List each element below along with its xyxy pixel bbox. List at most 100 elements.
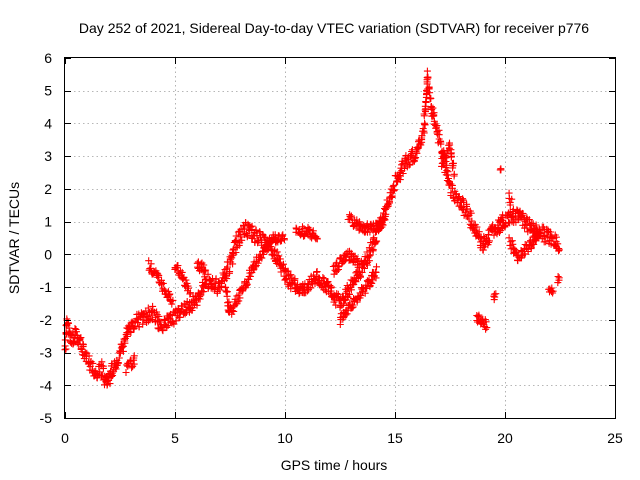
data-point (416, 140, 424, 148)
data-point (243, 280, 251, 288)
x-tick-label: 25 (607, 430, 623, 446)
data-point (492, 290, 500, 298)
plot-frame (64, 57, 616, 419)
data-point (89, 366, 96, 374)
data-point (254, 259, 262, 267)
data-point (166, 296, 174, 304)
data-point (482, 318, 490, 326)
data-point (155, 312, 163, 320)
data-point (445, 175, 452, 182)
x-tick-label: 15 (387, 430, 403, 446)
data-point (185, 284, 192, 292)
data-point (424, 73, 432, 81)
data-point (280, 235, 288, 242)
data-point (224, 263, 231, 271)
data-point (446, 139, 453, 147)
data-point (169, 296, 177, 304)
data-point (271, 231, 279, 239)
data-point (549, 287, 557, 295)
data-point (226, 268, 234, 276)
data-point (186, 290, 194, 298)
data-point (346, 213, 354, 221)
data-point (69, 337, 77, 345)
y-tick-label: -4 (40, 377, 53, 393)
data-point (109, 372, 117, 379)
data-point (254, 237, 262, 245)
data-point (186, 289, 194, 297)
data-point (491, 293, 499, 301)
x-tick-labels: 0 5 10 15 20 25 (61, 430, 623, 446)
data-point (395, 172, 403, 180)
data-point (296, 231, 304, 239)
data-point (389, 183, 397, 191)
data-point (412, 154, 420, 161)
data-point (555, 274, 563, 282)
data-point (368, 245, 376, 253)
data-point (252, 226, 260, 234)
data-point (530, 241, 538, 248)
data-point (529, 220, 537, 228)
data-point (422, 98, 430, 106)
data-point (72, 326, 80, 333)
y-tick-label: -5 (40, 410, 53, 426)
data-point (122, 369, 130, 376)
y-tick-label: -3 (40, 345, 53, 361)
data-point (497, 166, 505, 174)
data-point (363, 277, 371, 285)
data-point (396, 176, 404, 184)
data-point (391, 186, 398, 194)
data-point (468, 217, 476, 225)
data-point (154, 270, 162, 278)
data-point (204, 270, 212, 278)
data-point (535, 229, 543, 236)
data-point (380, 216, 388, 224)
data-point (494, 221, 502, 229)
data-point (153, 311, 161, 319)
data-point (130, 360, 138, 368)
data-point (333, 266, 341, 274)
data-point (499, 211, 507, 219)
data-point (429, 104, 437, 112)
data-point (134, 319, 142, 327)
data-point (387, 193, 395, 201)
data-point (202, 266, 210, 274)
data-point (405, 161, 413, 169)
data-point (243, 279, 250, 287)
data-point (147, 264, 154, 272)
axis-ticks (65, 58, 616, 419)
data-point (521, 241, 529, 248)
data-point (497, 217, 504, 225)
data-point (519, 210, 527, 218)
data-point (193, 301, 201, 309)
data-point (354, 257, 362, 265)
data-point (280, 260, 287, 268)
data-point (307, 284, 315, 292)
x-tick-label: 20 (497, 430, 513, 446)
x-tick-label: 5 (171, 430, 179, 446)
data-point (332, 301, 340, 309)
data-point (114, 359, 122, 366)
y-tick-label: 2 (44, 181, 52, 197)
data-point (426, 95, 434, 103)
data-point (119, 343, 126, 351)
data-point (200, 288, 208, 296)
data-point (228, 307, 236, 314)
data-point (200, 261, 208, 269)
data-point (368, 279, 376, 287)
data-point (235, 297, 243, 305)
data-point (163, 322, 171, 330)
data-point (437, 140, 445, 148)
data-point (233, 298, 241, 306)
data-point (349, 303, 357, 311)
data-point (490, 231, 498, 239)
data-point (411, 155, 419, 163)
data-point (346, 291, 353, 298)
data-point (508, 195, 516, 203)
data-point (482, 325, 490, 333)
data-point (139, 320, 147, 328)
data-point (119, 347, 127, 355)
data-point (373, 263, 380, 271)
data-point (473, 223, 481, 231)
data-point (421, 121, 429, 129)
data-point (336, 321, 344, 328)
